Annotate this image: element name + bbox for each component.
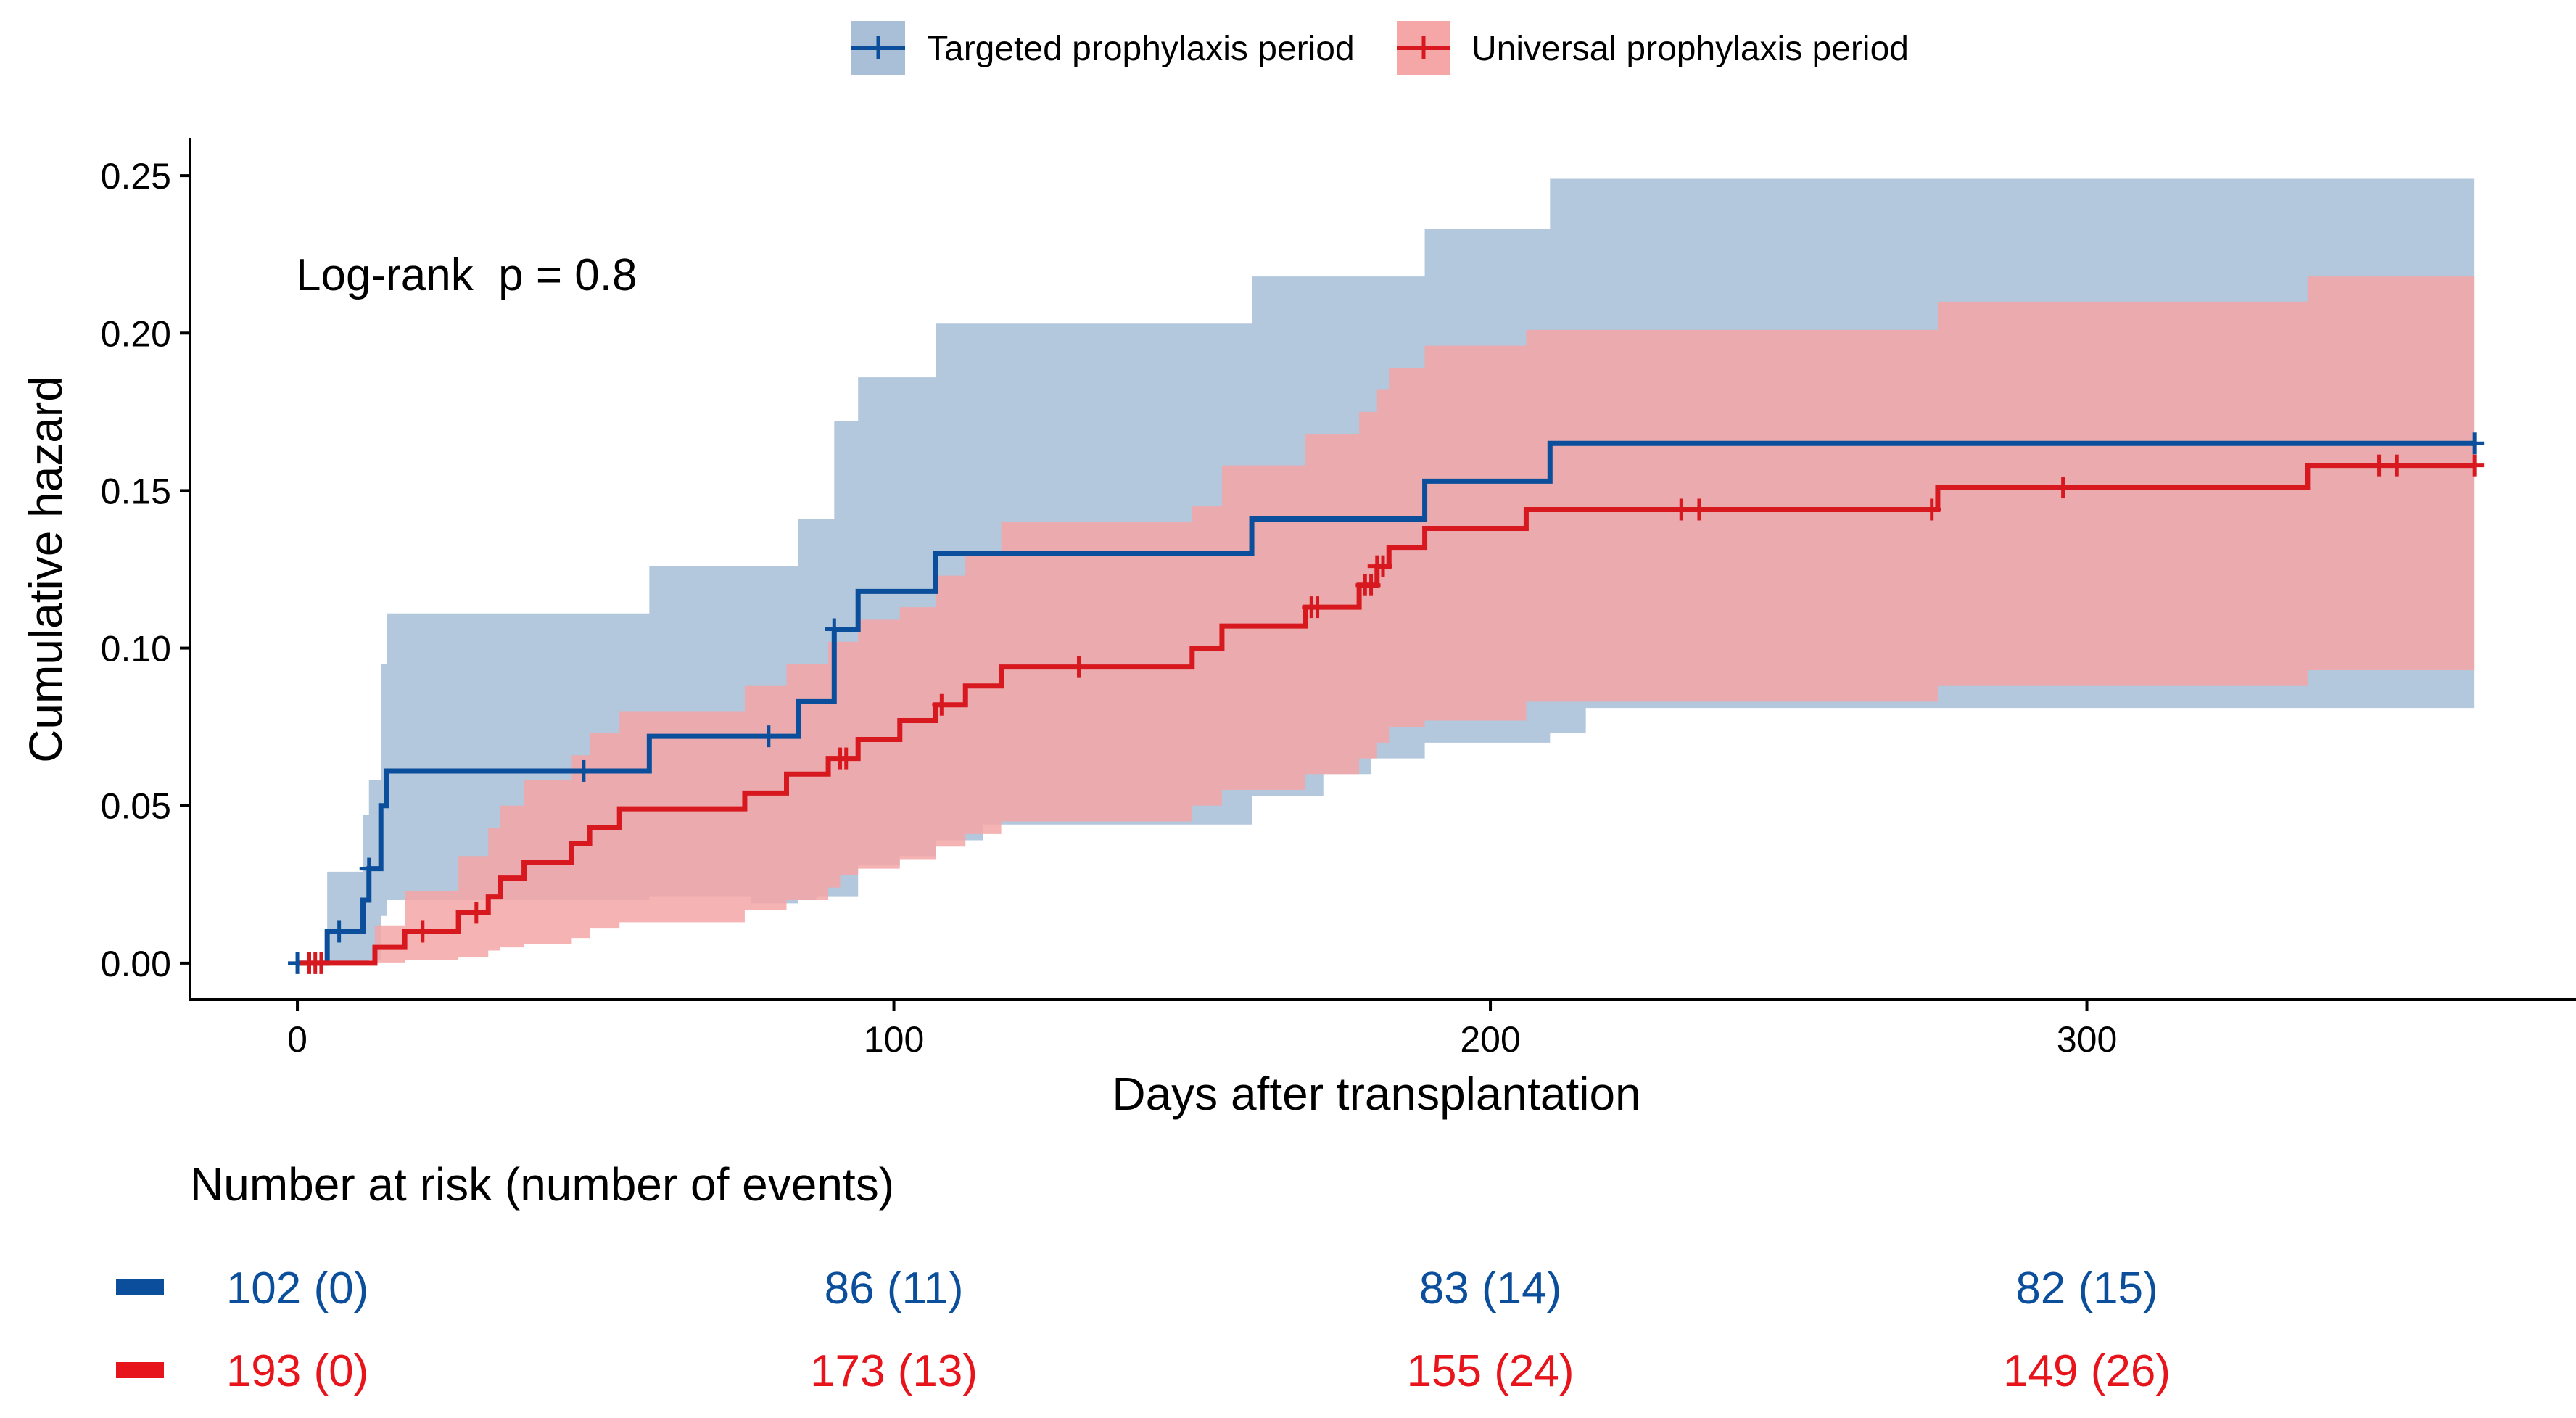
risk-cell-universal: 193 (0): [226, 1346, 368, 1396]
censor-mark-targeted: [2465, 432, 2485, 455]
risk-table: 102 (0) 86 (11) 83 (14) 82 (15) 193 (0) 173 (…: [226, 1264, 2171, 1396]
risk-cell-universal: 149 (26): [2003, 1346, 2171, 1396]
y-tick-label: 0.05: [101, 786, 171, 827]
censor-mark-universal: [1672, 498, 1691, 521]
censor-mark-universal: [2053, 477, 2073, 499]
hazard-line-targeted: [297, 440, 2475, 966]
risk-key-universal: [116, 1362, 164, 1378]
censor-mark-universal: [311, 952, 331, 974]
censor-mark-universal: [1361, 574, 1381, 596]
x-tick-label: 200: [1460, 1019, 1520, 1060]
y-tick-label: 0.00: [101, 944, 171, 984]
censor-mark-targeted: [329, 920, 349, 943]
x-axis-ticks: 0 100 200 300: [287, 999, 2117, 1060]
legend-item-universal: Universal prophylaxis period: [1397, 21, 1909, 75]
x-tick-label: 300: [2057, 1019, 2117, 1060]
censor-mark-universal: [1689, 498, 1709, 521]
y-tick-label: 0.20: [101, 313, 171, 354]
risk-cell-universal: 155 (24): [1407, 1346, 1574, 1396]
x-axis-title: Days after transplantation: [1112, 1068, 1640, 1120]
log-rank-annotation: Log-rank p = 0.8: [296, 250, 637, 300]
risk-cell-targeted: 86 (11): [825, 1264, 964, 1314]
censor-mark-universal: [466, 902, 486, 924]
y-axis-ticks: 0.00 0.05 0.10 0.15 0.20 0.25: [101, 156, 190, 984]
y-tick-label: 0.15: [101, 471, 171, 511]
legend-item-targeted: Targeted prophylaxis period: [851, 21, 1355, 75]
censor-mark-universal: [2465, 454, 2485, 477]
censor-marks: [288, 432, 2485, 974]
censor-mark-targeted: [574, 759, 593, 782]
censor-mark-universal: [836, 747, 856, 770]
risk-cell-universal: 173 (13): [810, 1346, 978, 1396]
legend-label-universal: Universal prophylaxis period: [1471, 30, 1909, 68]
legend: Targeted prophylaxis period Universal pr…: [851, 21, 1909, 75]
x-tick-label: 0: [287, 1019, 307, 1060]
y-axis-title: Cumulative hazard: [20, 376, 72, 763]
x-tick-label: 100: [864, 1019, 924, 1060]
censor-mark-universal: [932, 693, 951, 716]
censor-mark-targeted: [825, 618, 844, 640]
risk-cell-targeted: 82 (15): [2015, 1264, 2158, 1314]
y-tick-label: 0.10: [101, 629, 171, 669]
censor-mark-universal: [1069, 656, 1089, 678]
hazard-lines: [297, 440, 2475, 966]
censor-mark-universal: [1374, 555, 1392, 577]
censor-mark-universal: [1308, 596, 1327, 619]
y-tick-label: 0.25: [101, 156, 171, 197]
ci-band-universal: [297, 276, 2475, 963]
censor-mark-universal: [1922, 498, 1941, 521]
risk-key-targeted: [116, 1279, 164, 1295]
censor-mark-targeted: [359, 857, 379, 880]
hazard-line-universal: [297, 463, 2475, 966]
censor-mark-universal: [2387, 454, 2407, 477]
censor-mark-targeted: [759, 725, 778, 748]
risk-cell-targeted: 102 (0): [226, 1264, 368, 1314]
censor-mark-universal: [413, 920, 432, 943]
plot-area: [288, 178, 2485, 974]
risk-cell-targeted: 83 (14): [1419, 1264, 1561, 1314]
censor-mark-universal: [2369, 454, 2389, 477]
risk-table-title: Number at risk (number of events): [190, 1158, 894, 1211]
legend-label-targeted: Targeted prophylaxis period: [927, 30, 1355, 68]
